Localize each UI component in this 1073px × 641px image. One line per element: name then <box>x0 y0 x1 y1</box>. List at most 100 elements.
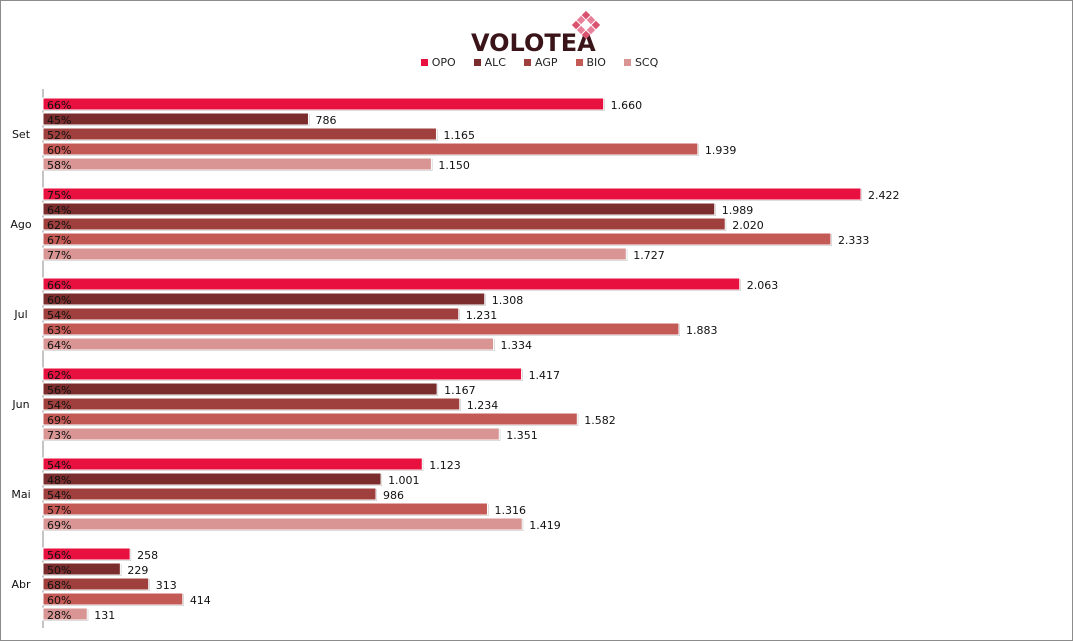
category-label: Jun <box>11 398 29 411</box>
value-label: 229 <box>127 564 148 577</box>
bar-bio <box>42 592 184 606</box>
value-label: 1.316 <box>494 504 525 517</box>
pct-label: 62% <box>47 219 71 232</box>
value-label: 2.063 <box>747 279 779 292</box>
bar-scq <box>42 607 88 621</box>
value-label: 258 <box>137 549 158 562</box>
value-label: 131 <box>94 609 115 622</box>
category-label: Set <box>12 128 31 141</box>
legend-item-alc: ALC <box>473 56 506 69</box>
value-label: 1.582 <box>584 414 616 427</box>
bar-alc <box>42 202 716 216</box>
bar-opo <box>42 367 523 381</box>
value-label: 2.020 <box>732 219 764 232</box>
pct-label: 45% <box>47 114 71 127</box>
category-label: Mai <box>11 488 30 501</box>
value-label: 1.165 <box>443 129 475 142</box>
value-label: 1.308 <box>492 294 523 307</box>
pct-label: 63% <box>47 324 71 337</box>
legend-label: AGP <box>535 56 558 69</box>
bar-agp <box>42 487 377 501</box>
value-label: 1.419 <box>529 519 561 532</box>
bar-alc <box>42 382 438 396</box>
pct-label: 28% <box>47 609 71 622</box>
bar-bio <box>42 232 832 246</box>
pct-label: 58% <box>47 159 71 172</box>
bar-bio <box>42 412 578 426</box>
bar-agp <box>42 127 437 141</box>
pct-label: 73% <box>47 429 71 442</box>
value-label: 313 <box>156 579 177 592</box>
bar-agp <box>42 577 150 591</box>
legend-label: BIO <box>586 56 606 69</box>
bar-opo <box>42 277 741 291</box>
value-label: 1.123 <box>429 459 461 472</box>
value-label: 1.234 <box>467 399 499 412</box>
bar-bio <box>42 142 699 156</box>
pct-label: 64% <box>47 339 71 352</box>
volotea-logo: VOLOTEA <box>471 11 601 56</box>
pct-label: 75% <box>47 189 71 202</box>
value-label: 1.727 <box>633 249 665 262</box>
bar-scq <box>42 337 495 351</box>
value-label: 1.883 <box>686 324 718 337</box>
bar-agp <box>42 397 461 411</box>
value-label: 1.334 <box>501 339 533 352</box>
bar-opo <box>42 547 131 561</box>
pct-label: 68% <box>47 579 71 592</box>
pct-label: 66% <box>47 279 71 292</box>
legend-item-bio: BIO <box>575 56 606 69</box>
pct-label: 69% <box>47 414 71 427</box>
bar-agp <box>42 307 460 321</box>
value-label: 2.422 <box>868 189 900 202</box>
legend-label: OPO <box>431 56 456 69</box>
value-label: 1.939 <box>705 144 737 157</box>
pct-label: 48% <box>47 474 71 487</box>
pct-label: 67% <box>47 234 71 247</box>
pct-label: 54% <box>47 459 71 472</box>
legend-swatch <box>575 59 583 66</box>
legend-swatch <box>420 59 428 66</box>
pct-label: 56% <box>47 549 71 562</box>
pct-label: 64% <box>47 204 71 217</box>
value-label: 1.231 <box>466 309 498 322</box>
pct-label: 54% <box>47 399 71 412</box>
bar-scq <box>42 247 627 261</box>
category-label: Ago <box>10 218 32 231</box>
value-label: 1.150 <box>438 159 470 172</box>
legend-item-agp: AGP <box>524 56 558 69</box>
value-label: 1.989 <box>722 204 754 217</box>
bar-scq <box>42 157 432 171</box>
bar-opo <box>42 457 423 471</box>
legend-label: ALC <box>484 56 506 69</box>
value-label: 414 <box>190 594 211 607</box>
logo-text: VOLOTEA <box>471 29 596 56</box>
bar-scq <box>42 517 523 531</box>
value-label: 1.351 <box>506 429 537 442</box>
category-label: Jul <box>13 308 27 321</box>
pct-label: 54% <box>47 309 71 322</box>
legend-item-scq: SCQ <box>623 56 658 69</box>
bar-opo <box>42 97 605 111</box>
pct-label: 50% <box>47 564 71 577</box>
pct-label: 62% <box>47 369 71 382</box>
legend-swatch <box>524 59 531 66</box>
bar-alc <box>42 112 309 126</box>
pct-label: 66% <box>47 99 71 112</box>
pct-label: 69% <box>47 519 71 532</box>
bar-bio <box>42 502 488 516</box>
pct-label: 52% <box>47 129 71 142</box>
value-label: 986 <box>383 489 404 502</box>
legend-item-opo: OPO <box>420 56 456 69</box>
value-label: 1.001 <box>388 474 420 487</box>
bar-alc <box>42 472 382 486</box>
value-label: 1.660 <box>611 99 643 112</box>
bar-opo <box>42 187 862 201</box>
pct-label: 54% <box>47 489 71 502</box>
pct-label: 60% <box>47 144 71 157</box>
value-label: 2.333 <box>838 234 870 247</box>
pct-label: 60% <box>47 294 71 307</box>
pct-label: 57% <box>47 504 71 517</box>
